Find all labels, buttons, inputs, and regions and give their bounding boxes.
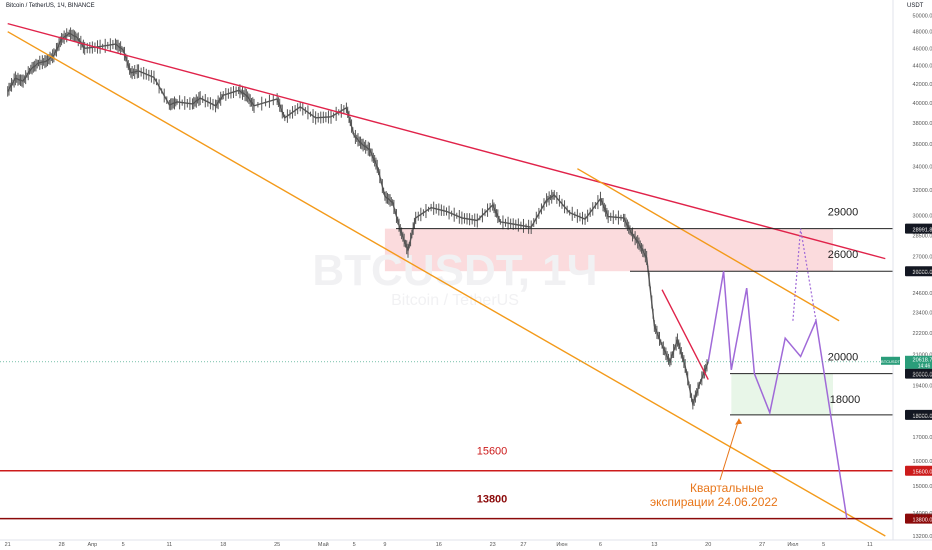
x-tick-label: Май [318,541,329,548]
candles [7,27,708,410]
price-badge-text-15600: 15600.00 [913,470,932,476]
x-tick-label: Июл [787,542,798,548]
level-label-29000: 29000 [828,207,859,219]
y-tick-label: 19400.00 [913,384,932,390]
trendline-red-short [661,289,709,380]
y-tick-label: 36000.00 [913,142,932,148]
chart-header: Bitcoin / TetherUS, 1Ч, BINANCE [6,3,95,9]
y-tick-label: 23400.00 [913,310,932,316]
annotation-line-1: Квартальные [690,481,764,495]
price-badge-text-13800: 13800.00 [913,518,932,524]
level-label-26000: 26000 [828,249,859,261]
x-tick-label: 23 [490,542,496,548]
y-tick-label: 13200.00 [913,534,932,540]
price-badge-29000 [905,223,932,234]
x-tick-label: 11 [867,542,873,548]
watermark-name: Bitcoin / TetherUS [391,292,519,309]
y-tick-label: 27000.00 [913,254,932,260]
resistance-zone [384,228,833,272]
y-tick-label: 22200.00 [913,331,932,337]
price-badge-text-29000: 28991.86 [913,228,932,234]
y-tick-label: 28500.00 [913,233,932,239]
forecast-path [707,271,848,519]
x-tick-label: Июн [556,542,567,548]
x-tick-label: 16 [436,542,442,548]
x-tick-label: 13 [651,542,657,548]
current-price-badge [905,355,932,369]
y-tick-label: 40000.00 [913,101,932,107]
current-price-text: 20618.71 [913,357,932,363]
level-label-20000: 20000 [828,352,859,364]
annotation-arrowhead [735,418,743,425]
x-tick-label: 18 [220,542,226,548]
level-label-15600: 15600 [477,446,508,458]
y-tick-label: 21000.00 [913,353,932,359]
trendline-red [7,22,886,260]
x-tick-label: 9 [383,542,386,548]
symbol-badge-text: BTCUSDT [881,359,900,364]
x-tick-label: 20 [705,542,711,548]
symbol-badge [881,356,900,365]
y-tick-label: 24600.00 [913,291,932,297]
x-tick-label: 5 [353,542,356,548]
price-unit: USDT [907,3,924,9]
price-badge-26000 [905,266,932,277]
y-tick-label: 34000.00 [913,164,932,170]
x-tick-label: 25 [274,542,280,548]
forecast-dotted-path [792,228,817,321]
x-tick-label: Апр [88,542,98,548]
y-tick-label: 14000.00 [913,511,932,517]
price-badge-13800 [905,513,932,524]
y-tick-label: 30000.00 [913,213,932,219]
price-badge-text-26000: 26000.00 [913,270,932,276]
support-zone [731,373,833,415]
y-tick-label: 17000.00 [913,435,932,441]
x-tick-label: 28 [59,542,65,548]
x-tick-label: 21 [5,542,11,548]
x-tick-label: 6 [599,542,602,548]
price-badge-text-20000: 20000.00 [913,373,932,379]
y-tick-label: 32000.00 [913,188,932,194]
y-tick-label: 20000.00 [913,372,932,378]
y-tick-label: 15000.00 [913,484,932,490]
price-series-line [7,32,709,407]
y-tick-label: 42000.00 [913,82,932,88]
price-badge-20000 [905,368,932,379]
x-tick-label: 5 [122,542,125,548]
y-tick-label: 38000.00 [913,121,932,127]
level-label-18000: 18000 [830,394,861,406]
y-tick-label: 26000.00 [913,269,932,275]
y-tick-label: 18000.00 [913,413,932,419]
current-price-timer: 14:46 [918,363,931,369]
y-tick-label: 44000.00 [913,64,932,70]
level-label-13800: 13800 [477,494,508,506]
y-tick-label: 50000.00 [913,14,932,20]
y-tick-label: 46000.00 [913,46,932,52]
price-badge-15600 [905,465,932,476]
x-tick-label: 5 [822,542,825,548]
watermark-ticker: BTCUSDT, 1Ч [312,246,597,295]
x-tick-label: 27 [520,542,526,548]
price-badge-text-18000: 18000.00 [913,414,932,420]
annotation-line-2: экспирации 24.06.2022 [650,495,778,509]
y-tick-label: 48000.00 [913,30,932,36]
x-tick-label: 27 [759,542,765,548]
annotation-arrow [719,418,740,481]
price-badge-18000 [905,409,932,420]
trendline-orange-lower [7,31,886,537]
x-tick-label: 11 [167,542,173,548]
y-tick-label: 16000.00 [913,459,932,465]
